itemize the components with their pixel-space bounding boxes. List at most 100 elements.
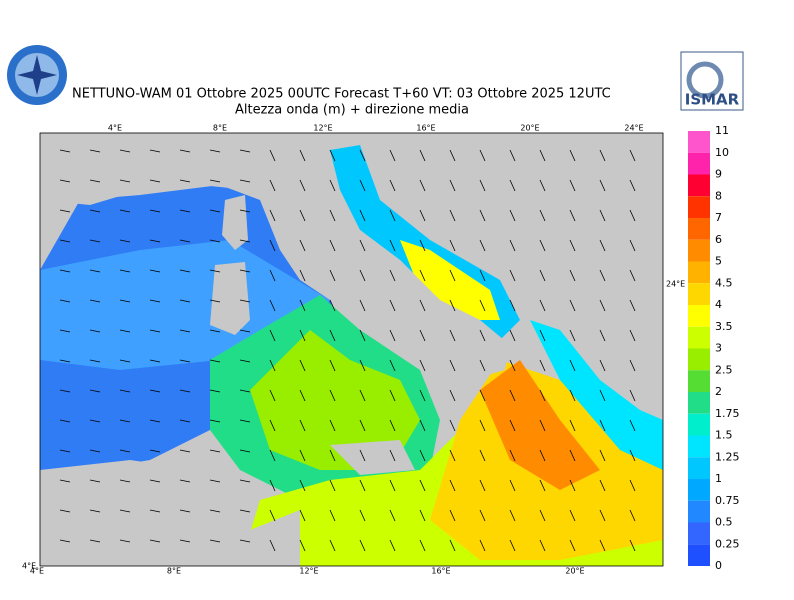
direction-arrow bbox=[569, 359, 576, 372]
direction-arrow bbox=[119, 239, 131, 243]
direction-arrow bbox=[269, 179, 276, 192]
direction-arrow bbox=[119, 209, 131, 213]
direction-arrow bbox=[119, 329, 131, 333]
direction-arrows bbox=[59, 149, 636, 552]
direction-arrow bbox=[149, 449, 161, 453]
direction-arrow bbox=[509, 179, 516, 192]
direction-arrow bbox=[149, 539, 161, 543]
direction-arrow bbox=[629, 509, 636, 522]
colorbar-bin bbox=[688, 218, 710, 240]
direction-arrow bbox=[599, 389, 606, 402]
direction-arrow bbox=[449, 149, 456, 162]
direction-arrow bbox=[629, 239, 636, 252]
direction-arrow bbox=[89, 449, 101, 453]
direction-arrow bbox=[389, 299, 396, 312]
direction-arrow bbox=[629, 389, 636, 402]
direction-arrow bbox=[179, 269, 191, 273]
direction-arrow bbox=[479, 209, 486, 222]
direction-arrow bbox=[599, 269, 606, 282]
direction-arrow bbox=[629, 179, 636, 192]
direction-arrow bbox=[59, 449, 71, 453]
direction-arrow bbox=[389, 389, 396, 402]
direction-arrow bbox=[299, 449, 306, 462]
direction-arrow bbox=[299, 479, 306, 492]
direction-arrow bbox=[59, 419, 71, 423]
direction-arrow bbox=[419, 449, 426, 462]
colorbar-bin bbox=[688, 370, 710, 392]
colorbar-bin bbox=[688, 131, 710, 153]
direction-arrow bbox=[449, 449, 456, 462]
direction-arrow bbox=[449, 359, 456, 372]
direction-arrow bbox=[269, 329, 276, 342]
colorbar-label: 0.75 bbox=[715, 494, 740, 507]
direction-arrow bbox=[269, 269, 276, 282]
direction-arrow bbox=[299, 539, 306, 552]
direction-arrow bbox=[509, 299, 516, 312]
colorbar-label: 6 bbox=[715, 233, 722, 246]
colorbar-label: 1.5 bbox=[715, 429, 733, 442]
direction-arrow bbox=[299, 419, 306, 432]
direction-arrow bbox=[539, 209, 546, 222]
direction-arrow bbox=[419, 209, 426, 222]
direction-arrow bbox=[269, 149, 276, 162]
colorbar-label: 4.5 bbox=[715, 276, 733, 289]
direction-arrow bbox=[359, 239, 366, 252]
colorbar-label: 11 bbox=[715, 124, 729, 137]
direction-arrow bbox=[179, 209, 191, 213]
colorbar-label: 1.25 bbox=[715, 450, 740, 463]
direction-arrow bbox=[389, 449, 396, 462]
longitude-label: 16°E bbox=[416, 124, 435, 133]
direction-arrow bbox=[59, 389, 71, 393]
direction-arrow bbox=[569, 479, 576, 492]
direction-arrow bbox=[209, 449, 221, 453]
direction-arrow bbox=[449, 269, 456, 282]
direction-arrow bbox=[449, 179, 456, 192]
direction-arrow bbox=[569, 329, 576, 342]
direction-arrow bbox=[299, 269, 306, 282]
direction-arrow bbox=[539, 359, 546, 372]
direction-arrow bbox=[179, 479, 191, 483]
direction-arrow bbox=[449, 329, 456, 342]
direction-arrow bbox=[329, 509, 336, 522]
direction-arrow bbox=[629, 269, 636, 282]
direction-arrow bbox=[299, 239, 306, 252]
direction-arrow bbox=[569, 419, 576, 432]
direction-arrow bbox=[89, 419, 101, 423]
colorbar-bin bbox=[688, 239, 710, 262]
direction-arrow bbox=[509, 539, 516, 552]
colorbar-label: 3 bbox=[715, 342, 722, 355]
direction-arrow bbox=[149, 479, 161, 483]
direction-arrow bbox=[569, 539, 576, 552]
direction-arrow bbox=[59, 149, 71, 153]
direction-arrow bbox=[179, 509, 191, 513]
direction-arrow bbox=[479, 539, 486, 552]
direction-arrow bbox=[209, 539, 221, 543]
direction-arrow bbox=[209, 389, 221, 393]
direction-arrow bbox=[89, 209, 101, 213]
direction-arrow bbox=[389, 479, 396, 492]
direction-arrow bbox=[599, 449, 606, 462]
direction-arrow bbox=[119, 269, 131, 273]
direction-arrow bbox=[119, 359, 131, 363]
direction-arrow bbox=[539, 299, 546, 312]
direction-arrow bbox=[629, 479, 636, 492]
direction-arrow bbox=[119, 419, 131, 423]
direction-arrow bbox=[419, 479, 426, 492]
direction-arrow bbox=[149, 389, 161, 393]
direction-arrow bbox=[359, 479, 366, 492]
colorbar-bin bbox=[688, 522, 710, 545]
direction-arrow bbox=[149, 419, 161, 423]
direction-arrow bbox=[479, 359, 486, 372]
direction-arrow bbox=[119, 389, 131, 393]
direction-arrow bbox=[389, 359, 396, 372]
direction-arrow bbox=[569, 209, 576, 222]
direction-arrow bbox=[89, 269, 101, 273]
colorbar-label: 0.5 bbox=[715, 516, 733, 529]
direction-arrow bbox=[569, 149, 576, 162]
direction-arrow bbox=[299, 209, 306, 222]
direction-arrow bbox=[359, 209, 366, 222]
direction-arrow bbox=[59, 269, 71, 273]
direction-arrow bbox=[179, 449, 191, 453]
direction-arrow bbox=[539, 449, 546, 462]
direction-arrow bbox=[479, 419, 486, 432]
